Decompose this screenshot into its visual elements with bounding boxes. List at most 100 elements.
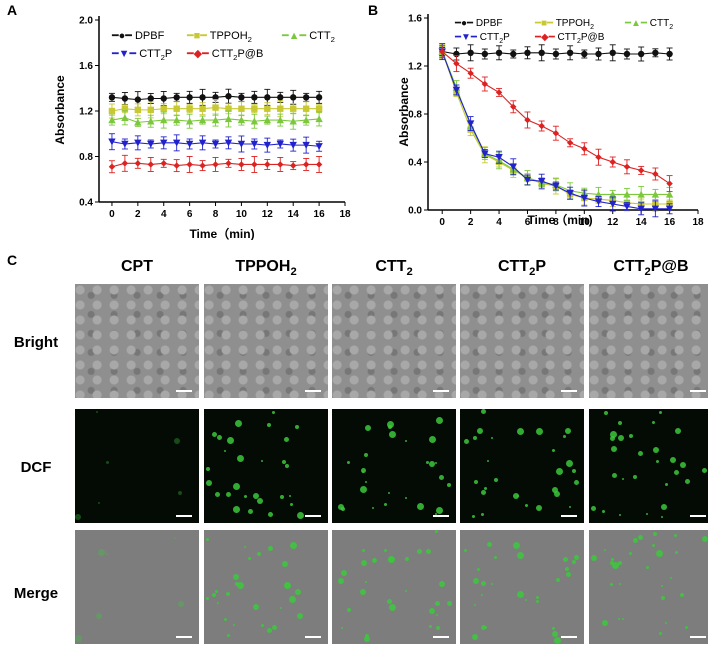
cell-spot bbox=[472, 634, 478, 640]
scale-bar bbox=[305, 636, 321, 638]
cell-spot bbox=[481, 409, 486, 414]
chart-a-point-0-16 bbox=[315, 94, 323, 101]
chart-a-point-3-6 bbox=[185, 140, 194, 148]
chart-a-point-3-1 bbox=[121, 140, 129, 148]
cell-spot bbox=[261, 624, 264, 627]
cell-spot bbox=[491, 437, 493, 439]
chart-a-point-2-1 bbox=[121, 114, 129, 122]
cell-spot bbox=[268, 546, 273, 551]
cell-spot bbox=[215, 590, 218, 593]
legend-b-ctt2p: ━▼━ CTT2P bbox=[455, 32, 510, 45]
cell-spot bbox=[224, 618, 227, 621]
chart-a-point-0-11 bbox=[251, 94, 258, 101]
cell-spot bbox=[536, 505, 542, 511]
cell-spot bbox=[517, 428, 524, 435]
row-label-bright: Bright bbox=[13, 334, 59, 351]
chart-b-point-4-12 bbox=[609, 158, 616, 166]
chart-a-point-1-3 bbox=[147, 106, 154, 114]
cell-spot bbox=[661, 516, 663, 518]
chart-a-point-2-2 bbox=[134, 118, 142, 126]
chart-b-point-3-16 bbox=[665, 205, 674, 213]
cell-spot bbox=[405, 590, 407, 592]
chart-b-point-2-11 bbox=[594, 190, 603, 198]
chart-b-xtick-label-1: 2 bbox=[468, 217, 474, 228]
chart-b-point-4-3 bbox=[481, 80, 489, 88]
cell-spot bbox=[536, 428, 543, 435]
cell-spot bbox=[618, 561, 622, 565]
cell-spot bbox=[611, 446, 617, 452]
cell-spot bbox=[665, 622, 667, 624]
cell-spot bbox=[360, 589, 366, 595]
chart-b-point-4-14 bbox=[637, 167, 645, 174]
cell-spot bbox=[659, 411, 662, 414]
chart-b-point-0-9 bbox=[566, 49, 574, 56]
chart-b-point-3-9 bbox=[566, 190, 574, 197]
cell-spot bbox=[174, 438, 180, 444]
scale-bar bbox=[561, 390, 577, 392]
chart-a-point-4-8 bbox=[212, 161, 219, 168]
cell-spot bbox=[347, 461, 350, 464]
chart-b-point-0-12 bbox=[609, 49, 616, 56]
legend-a-tppoh2: ━■━ TPPOH2 bbox=[187, 30, 252, 45]
cell-spot bbox=[388, 425, 392, 429]
cell-spot bbox=[680, 462, 686, 468]
chart-a-point-4-6 bbox=[186, 161, 193, 168]
cell-spot bbox=[341, 507, 345, 511]
legend-a-ctt2pb: ━◆━ CTT2P@B bbox=[187, 48, 264, 63]
chart-b-point-0-11 bbox=[595, 50, 602, 58]
chart-b-point-4-4 bbox=[495, 89, 503, 96]
chart-a-point-1-13 bbox=[277, 105, 284, 112]
chart-a-point-0-15 bbox=[302, 94, 310, 101]
chart-a-point-0-3 bbox=[147, 95, 154, 102]
micrograph-merge-2 bbox=[204, 530, 328, 644]
cell-spot bbox=[525, 504, 528, 507]
cell-spot bbox=[75, 635, 82, 642]
cell-spot bbox=[253, 604, 259, 610]
cell-spot bbox=[362, 549, 365, 552]
chart-a: Absorbance Time（min) 0 2 4 6 8 10 12 14 16 18 0.4 0… bbox=[53, 16, 351, 241]
chart-a-point-4-15 bbox=[302, 161, 310, 168]
chart-a-point-3-0 bbox=[108, 138, 116, 146]
chart-a-point-1-2 bbox=[134, 106, 142, 114]
cell-spot bbox=[257, 552, 261, 556]
chart-a-point-3-2 bbox=[134, 139, 142, 147]
chart-b-xtick-label-4: 8 bbox=[553, 217, 559, 228]
cell-spot bbox=[517, 552, 524, 559]
cell-spot bbox=[481, 625, 486, 630]
cell-spot bbox=[517, 591, 524, 598]
column-header-ctt2p: CTT2P bbox=[497, 258, 546, 279]
chart-a-xlabel: Time（min) bbox=[189, 226, 254, 240]
chart-a-point-1-11 bbox=[251, 105, 258, 112]
chart-a-point-3-15 bbox=[302, 141, 310, 149]
chart-b-point-4-0 bbox=[439, 48, 446, 55]
cell-spot bbox=[206, 467, 210, 471]
micrograph-bright-1 bbox=[75, 284, 199, 398]
scale-bar bbox=[305, 390, 321, 392]
chart-a-point-2-15 bbox=[302, 116, 310, 124]
chart-b-point-0-2 bbox=[467, 49, 474, 56]
chart-a-xtick-label-0: 0 bbox=[109, 209, 115, 220]
chart-a-point-1-10 bbox=[238, 105, 245, 112]
cell-spot bbox=[610, 583, 613, 586]
chart-a-point-1-12 bbox=[264, 105, 271, 112]
cell-spot bbox=[244, 546, 246, 548]
cell-spot bbox=[389, 604, 396, 611]
cell-spot bbox=[96, 613, 102, 619]
cell-spot bbox=[237, 582, 244, 589]
cell-spot bbox=[360, 486, 367, 493]
chart-a-point-4-11 bbox=[251, 161, 258, 168]
cell-spot bbox=[365, 425, 371, 431]
cell-spot bbox=[429, 608, 435, 614]
chart-a-point-4-1 bbox=[121, 160, 129, 167]
chart-b-point-3-11 bbox=[594, 198, 603, 206]
chart-b-point-4-9 bbox=[566, 139, 574, 146]
chart-b-point-3-5 bbox=[509, 163, 517, 171]
chart-a-point-4-2 bbox=[134, 160, 142, 167]
chart-a-point-0-14 bbox=[290, 94, 297, 101]
cell-spot bbox=[610, 431, 617, 438]
cell-spot bbox=[297, 512, 304, 519]
cell-spot bbox=[685, 479, 690, 484]
cell-spot bbox=[565, 567, 569, 571]
cell-spot bbox=[341, 627, 343, 629]
cell-spot bbox=[365, 581, 367, 583]
